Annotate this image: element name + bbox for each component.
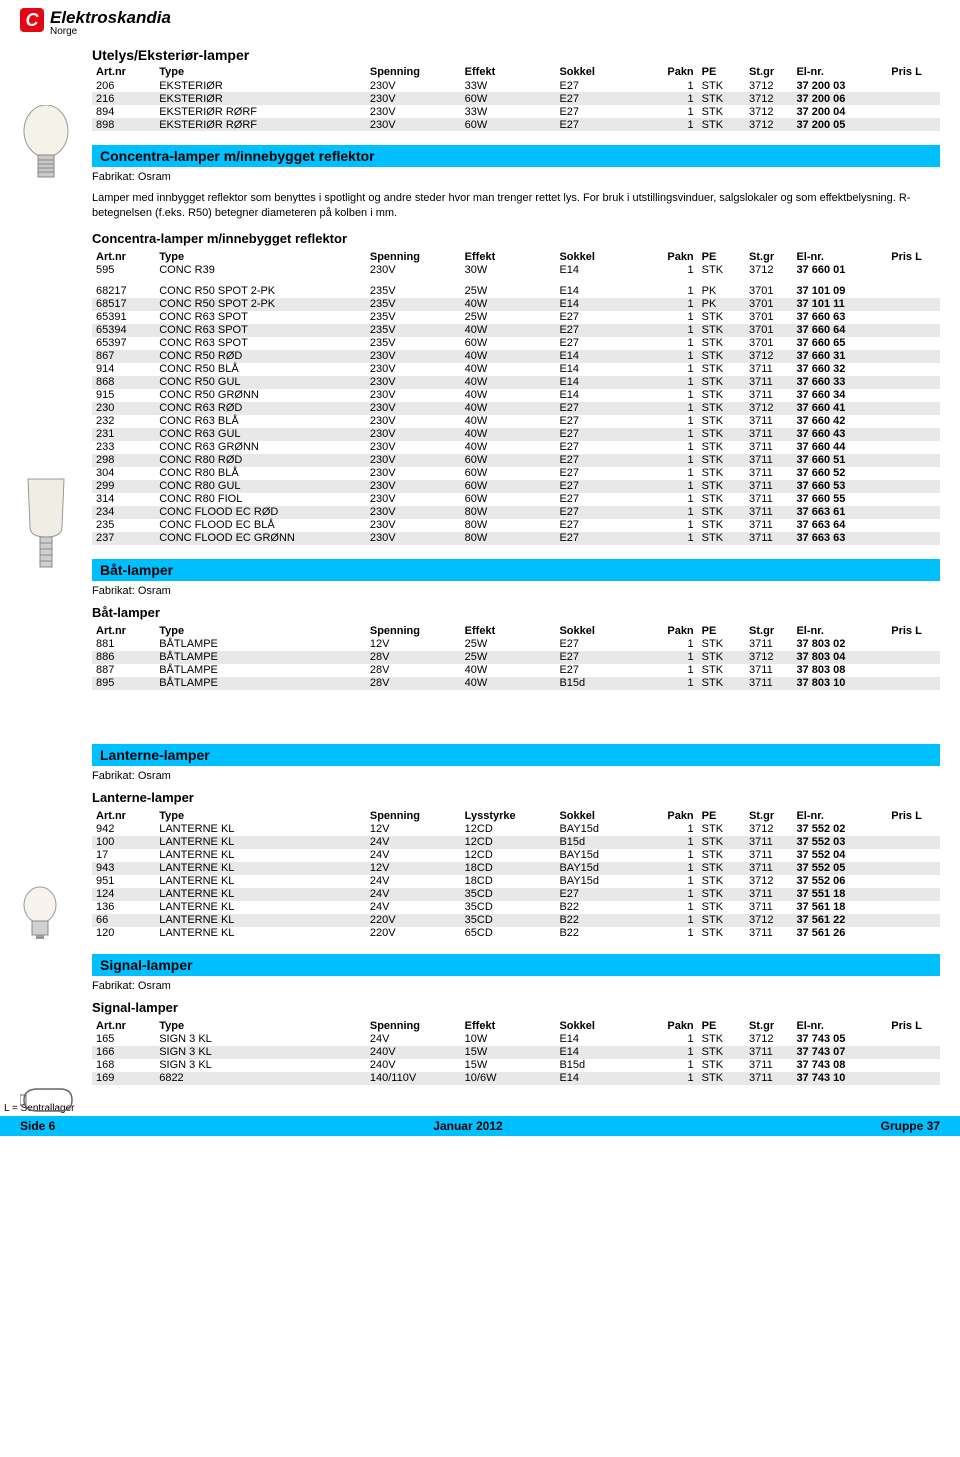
- table-row: 894EKSTERIØR RØRF 230V33W E271 STK3712 3…: [92, 105, 940, 118]
- table-row: 1696822 140/110V10/6W E141 STK3711 37 74…: [92, 1072, 940, 1085]
- footer-bar: Side 6 Januar 2012 Gruppe 37: [0, 1116, 960, 1136]
- table-row: 65391CONC R63 SPOT 235V25W E271 STK3701 …: [92, 311, 940, 324]
- table-row: 68217CONC R50 SPOT 2-PK 235V25W E141 PK3…: [92, 285, 940, 298]
- table-row: 65397CONC R63 SPOT 235V60W E271 STK3701 …: [92, 337, 940, 350]
- table-header-row: Art.nr Type Spenning Effekt Sokkel Pakn …: [92, 624, 940, 638]
- table-row: 206EKSTERIØR 230V33W E271 STK3712 37 200…: [92, 79, 940, 92]
- logo-icon: C: [20, 8, 44, 32]
- section-banner: Båt-lamper: [92, 559, 940, 581]
- table-row: 298CONC R80 RØD 230V60W E271 STK3711 37 …: [92, 454, 940, 467]
- table-row: 886BÅTLAMPE 28V25W E271 STK3712 37 803 0…: [92, 651, 940, 664]
- fabrikat-label: Fabrikat: Osram: [92, 980, 940, 992]
- footer-right: Gruppe 37: [881, 1119, 940, 1133]
- table-header-row: Art.nr Type Spenning Effekt Sokkel Pakn …: [92, 250, 940, 264]
- table-header-row: Art.nr Type Spenning Effekt Sokkel Pakn …: [92, 65, 940, 79]
- table-row: 233CONC R63 GRØNN 230V40W E271 STK3711 3…: [92, 441, 940, 454]
- table-row: 66LANTERNE KL 220V35CD B221 STK3712 37 5…: [92, 914, 940, 927]
- footer-left: Side 6: [20, 1119, 55, 1133]
- table-row: 231CONC R63 GUL 230V40W E271 STK3711 37 …: [92, 428, 940, 441]
- table-row: 68517CONC R50 SPOT 2-PK 235V40W E141 PK3…: [92, 298, 940, 311]
- product-table: Art.nr Type Spenning Lysstyrke Sokkel Pa…: [92, 809, 940, 940]
- section-title: Utelys/Eksteriør-lamper: [92, 47, 940, 63]
- table-row: 17LANTERNE KL 24V12CD BAY15d1 STK3711 37…: [92, 849, 940, 862]
- product-table: Art.nr Type Spenning Effekt Sokkel Pakn …: [92, 1019, 940, 1085]
- footer-center: Januar 2012: [433, 1119, 502, 1133]
- table-row: 136LANTERNE KL 24V35CD B221 STK3711 37 5…: [92, 901, 940, 914]
- table-row: 881BÅTLAMPE 12V25W E271 STK3711 37 803 0…: [92, 638, 940, 651]
- brand-header: C Elektroskandia Norge: [20, 8, 940, 37]
- table-row: 235CONC FLOOD EC BLÅ 230V80W E271 STK371…: [92, 519, 940, 532]
- table-row: 230CONC R63 RØD 230V40W E271 STK3712 37 …: [92, 402, 940, 415]
- fabrikat-label: Fabrikat: Osram: [92, 171, 940, 183]
- table-row: 165SIGN 3 KL 24V10W E141 STK3712 37 743 …: [92, 1033, 940, 1046]
- table-row: 216EKSTERIØR 230V60W E271 STK3712 37 200…: [92, 92, 940, 105]
- table-row: 100LANTERNE KL 24V12CD B15d1 STK3711 37 …: [92, 836, 940, 849]
- section-banner: Signal-lamper: [92, 954, 940, 976]
- section-banner: Concentra-lamper m/innebygget reflektor: [92, 145, 940, 167]
- table-row: 887BÅTLAMPE 28V40W E271 STK3711 37 803 0…: [92, 664, 940, 677]
- table-row: 314CONC R80 FIOL 230V60W E271 STK3711 37…: [92, 493, 940, 506]
- fabrikat-label: Fabrikat: Osram: [92, 770, 940, 782]
- table-row: 595CONC R39 230V30W E141 STK3712 37 660 …: [92, 264, 940, 277]
- table-row: 124LANTERNE KL 24V35CD E271 STK3711 37 5…: [92, 888, 940, 901]
- table-row: 232CONC R63 BLÅ 230V40W E271 STK3711 37 …: [92, 415, 940, 428]
- table-row: 120LANTERNE KL 220V65CD B221 STK3711 37 …: [92, 927, 940, 940]
- table-row: 915CONC R50 GRØNN 230V40W E141 STK3711 3…: [92, 389, 940, 402]
- table-header-row: Art.nr Type Spenning Effekt Sokkel Pakn …: [92, 1019, 940, 1033]
- table-row: 943LANTERNE KL 12V18CD BAY15d1 STK3711 3…: [92, 862, 940, 875]
- table-row: 868CONC R50 GUL 230V40W E141 STK3711 37 …: [92, 376, 940, 389]
- bulb4-icon: [20, 1085, 76, 1115]
- table-row: 299CONC R80 GUL 230V60W E271 STK3711 37 …: [92, 480, 940, 493]
- product-table: Art.nr Type Spenning Effekt Sokkel Pakn …: [92, 624, 940, 690]
- table-row: 65394CONC R63 SPOT 235V40W E271 STK3701 …: [92, 324, 940, 337]
- table-row: 895BÅTLAMPE 28V40W B15d1 STK3711 37 803 …: [92, 677, 940, 690]
- table-row: 942LANTERNE KL 12V12CD BAY15d1 STK3712 3…: [92, 823, 940, 836]
- product-table: Art.nr Type Spenning Effekt Sokkel Pakn …: [92, 65, 940, 131]
- section-subtitle: Båt-lamper: [92, 605, 940, 620]
- table-row: 237CONC FLOOD EC GRØNN 230V80W E271 STK3…: [92, 532, 940, 545]
- product-table: Art.nr Type Spenning Effekt Sokkel Pakn …: [92, 250, 940, 545]
- bulb3-icon: [20, 885, 70, 941]
- table-row: 304CONC R80 BLÅ 230V60W E271 STK3711 37 …: [92, 467, 940, 480]
- table-row: 898EKSTERIØR RØRF 230V60W E271 STK3712 3…: [92, 118, 940, 131]
- brand-name: Elektroskandia: [50, 8, 171, 28]
- table-row: 168SIGN 3 KL 240V15W B15d1 STK3711 37 74…: [92, 1059, 940, 1072]
- table-row: 951LANTERNE KL 24V18CD BAY15d1 STK3712 3…: [92, 875, 940, 888]
- bulb1-icon: [20, 105, 72, 183]
- bulb2-icon: [20, 475, 72, 575]
- table-row: 914CONC R50 BLÅ 230V40W E141 STK3711 37 …: [92, 363, 940, 376]
- section-subtitle: Concentra-lamper m/innebygget reflektor: [92, 231, 940, 246]
- table-row: 867CONC R50 RØD 230V40W E141 STK3712 37 …: [92, 350, 940, 363]
- table-header-row: Art.nr Type Spenning Lysstyrke Sokkel Pa…: [92, 809, 940, 823]
- section-desc: Lamper med innbygget reflektor som benyt…: [92, 191, 940, 221]
- section-banner: Lanterne-lamper: [92, 744, 940, 766]
- section-subtitle: Lanterne-lamper: [92, 790, 940, 805]
- table-row: 166SIGN 3 KL 240V15W E141 STK3711 37 743…: [92, 1046, 940, 1059]
- footer-note: L = Sentrallager: [4, 1103, 960, 1114]
- section-subtitle: Signal-lamper: [92, 1000, 940, 1015]
- table-row: 234CONC FLOOD EC RØD 230V80W E271 STK371…: [92, 506, 940, 519]
- fabrikat-label: Fabrikat: Osram: [92, 585, 940, 597]
